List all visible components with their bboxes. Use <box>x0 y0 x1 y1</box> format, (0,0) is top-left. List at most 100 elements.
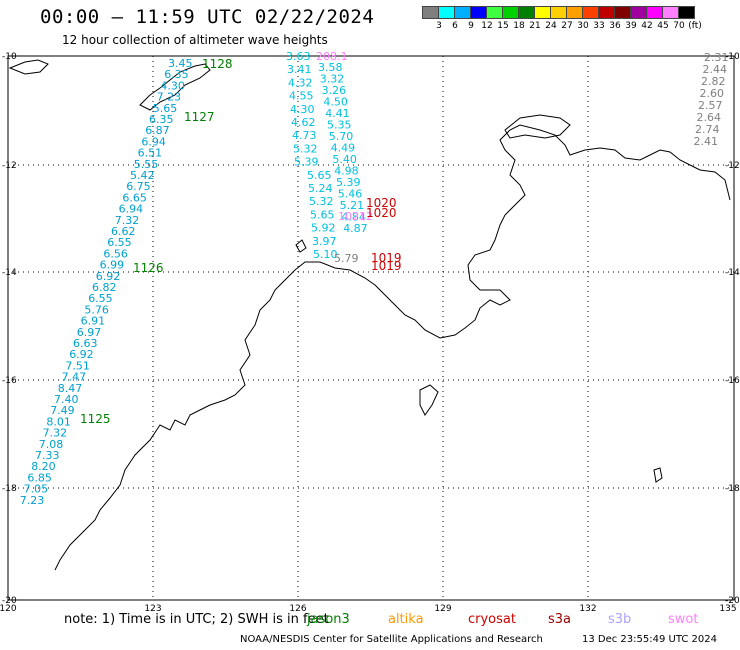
swh-value-track-c: 4.41 <box>325 107 350 120</box>
swh-value-track-b: 4.62 <box>291 116 316 129</box>
longitude-label: 135 <box>719 604 736 614</box>
swh-value-track-a: 6.85 <box>27 471 52 484</box>
map-labels: 120 123 126 129 132 135 -10 -10 -12 -12 -14 -14 -16 -… <box>0 52 740 614</box>
coastline-island-melville <box>504 114 571 139</box>
mission-swot: swot <box>668 612 699 627</box>
swh-value-track-b: 4.73 <box>292 129 317 142</box>
swh-value-track-b: 5.32 <box>309 195 334 208</box>
swh-value-track-c: 4.49 <box>331 142 356 155</box>
swh-value-track-a: 7.08 <box>39 438 64 451</box>
swh-value-track-a: 6.62 <box>111 225 136 238</box>
buoy-id-green: 1126 <box>133 261 164 275</box>
mission-s3b: s3b <box>608 612 632 627</box>
swh-value-track-c: 3.32 <box>320 73 345 86</box>
latitude-label-right: -12 <box>725 161 740 171</box>
swh-value-track-c: 4.98 <box>334 165 359 178</box>
buoy-id-red: 1020 <box>366 196 397 210</box>
swh-value-track-a: 6.82 <box>92 281 117 294</box>
swot-value: 10212 <box>338 210 373 223</box>
swh-value-track-a: 7.23 <box>157 91 182 104</box>
swh-value-track-gray: 2.74 <box>695 123 720 136</box>
swh-value-track-c: 4.87 <box>343 222 368 235</box>
swh-value-track-a: 5.42 <box>130 169 155 182</box>
timestamp: 13 Dec 23:55:49 UTC 2024 <box>582 634 717 645</box>
swh-value-track-c: 5.39 <box>336 176 361 189</box>
coastline-island-small-b <box>653 467 663 483</box>
swh-value-track-a: 5.65 <box>153 102 178 115</box>
map-subtitle: 12 hour collection of altimeter wave hei… <box>62 33 328 47</box>
swh-value-track-gray: 2.82 <box>701 75 726 88</box>
swh-value-track-b: 3.63 <box>286 50 311 63</box>
legend-color-bar <box>422 6 740 19</box>
swh-value-track-c: 5.35 <box>327 119 352 132</box>
longitude-label: 129 <box>434 604 451 614</box>
mission-jason3: jason3 <box>307 612 350 627</box>
swh-value-track-b: 4.55 <box>289 90 314 103</box>
credit-line: NOAA/NESDIS Center for Satellite Applica… <box>240 634 543 645</box>
legend-label: 21 <box>529 21 541 31</box>
swot-value: 208.1 <box>316 50 348 63</box>
swh-value-track-a: 6.92 <box>69 348 94 361</box>
longitude-label: 132 <box>579 604 596 614</box>
swh-value-track-a: 6.87 <box>145 124 170 137</box>
legend-label: 45 <box>657 21 669 31</box>
buoy-id-green: 1125 <box>80 412 111 426</box>
swh-value-track-b: 5.65 <box>307 169 332 182</box>
legend-label: (ft) <box>688 21 702 31</box>
legend-label: 12 <box>481 21 493 31</box>
swh-value-track-a: 6.56 <box>103 247 128 260</box>
swh-value-track-c: 3.58 <box>318 61 343 74</box>
swh-value-track-b: 3.41 <box>287 63 312 76</box>
legend-label: 30 <box>577 21 589 31</box>
buoy-id-green: 1128 <box>202 57 233 71</box>
altimeter-tracks: 3.456.354.307.235.656.356.876.946.515.55… <box>20 50 729 507</box>
swh-value-track-a: 6.63 <box>73 337 98 350</box>
swh-value-track-c: 5.21 <box>340 199 365 212</box>
swh-value-track-gray: 2.60 <box>700 87 725 100</box>
swh-value-track-gray: 2.31 <box>704 51 729 64</box>
swh-value-track-gray: 2.44 <box>703 63 728 76</box>
swh-value-track-a: 8.20 <box>31 460 56 473</box>
swh-value-track-a: 7.32 <box>43 427 68 440</box>
map-frame <box>7 55 735 601</box>
buoy-id-green: 1127 <box>184 110 215 124</box>
legend-label: 42 <box>641 21 653 31</box>
swh-value-track-gray: 5.79 <box>334 252 359 265</box>
swh-value-track-a: 6.35 <box>164 68 189 81</box>
swh-value-track-a: 7.05 <box>24 483 48 496</box>
legend-label: 18 <box>513 21 525 31</box>
buoy-id-red: 1020 <box>366 206 397 220</box>
swh-value-track-c: 5.70 <box>329 130 354 143</box>
legend-label: 27 <box>561 21 573 31</box>
longitude-label: 120 <box>0 604 17 614</box>
latitude-label: -14 <box>2 268 17 278</box>
swh-value-track-b: 4.32 <box>288 76 313 89</box>
coastline-island-timor <box>139 63 211 111</box>
swh-value-track-a: 6.94 <box>119 203 144 216</box>
swh-value-track-a: 8.01 <box>46 415 71 428</box>
swh-value-track-a: 7.47 <box>62 371 87 384</box>
swh-value-track-a: 6.97 <box>77 326 102 339</box>
coastline-island-small-c <box>295 239 307 253</box>
mission-s3a: s3a <box>548 612 572 627</box>
swh-value-track-a: 6.55 <box>88 292 113 305</box>
swh-value-track-a: 4.30 <box>160 79 185 92</box>
swh-value-track-a: 5.55 <box>134 158 159 171</box>
legend-label: 70 <box>673 21 685 31</box>
coastline <box>8 59 731 571</box>
legend-swatch <box>678 6 695 19</box>
swh-value-track-a: 6.35 <box>149 113 174 126</box>
legend-label: 36 <box>609 21 621 31</box>
swh-value-track-b: 5.65 <box>310 208 335 221</box>
coastline-island-small-a <box>419 384 439 416</box>
swh-value-track-a: 6.94 <box>141 135 166 148</box>
swh-value-track-b: 3.97 <box>312 235 337 248</box>
swh-value-track-b: 5.10 <box>313 248 338 261</box>
legend-labels: 3 6 9 12 15 18 21 24 27 30 33 36 39 42 45 70 (ft) <box>422 19 740 33</box>
longitude-label: 126 <box>289 604 306 614</box>
mission-altika: altika <box>388 612 424 627</box>
latitude-label-right: -18 <box>725 484 740 494</box>
swh-value-track-a: 8.47 <box>58 382 83 395</box>
swh-value-track-c: 5.46 <box>338 188 363 201</box>
latitude-label-right: -16 <box>725 376 740 386</box>
